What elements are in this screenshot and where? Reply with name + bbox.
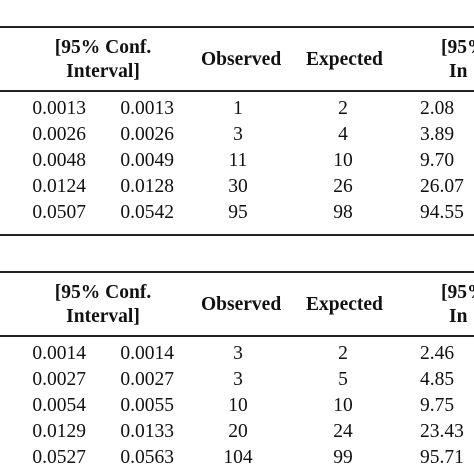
observed-cell: 11	[228, 150, 248, 171]
table-row: 0.0129 0.0133 20 24 23.43	[0, 421, 474, 443]
ci2-header-line1: [95%	[441, 282, 474, 303]
ci-upper-cell: 0.0049	[120, 150, 174, 171]
ci2-lower-cell: 26.07	[420, 176, 464, 197]
table-row: 0.0014 0.0014 3 2 2.46	[0, 343, 474, 365]
ci-lower-cell: 0.0026	[32, 124, 86, 145]
observed-cell: 20	[228, 421, 248, 442]
table-1-top-rule	[0, 26, 474, 28]
expected-cell: 24	[333, 421, 353, 442]
expected-cell: 4	[338, 124, 348, 145]
ci2-lower-cell: 2.46	[420, 343, 455, 364]
table-2-top-rule	[0, 271, 474, 273]
ci-lower-cell: 0.0014	[32, 343, 86, 364]
expected-cell: 10	[333, 395, 353, 416]
ci2-header-line1: [95%	[441, 37, 474, 58]
table-row: 0.0507 0.0542 95 98 94.55	[0, 202, 474, 224]
ci2-lower-cell: 94.55	[420, 202, 464, 223]
ci-lower-cell: 0.0527	[32, 447, 86, 468]
ci-lower-cell: 0.0129	[32, 421, 86, 442]
ci-upper-cell: 0.0014	[120, 343, 174, 364]
ci-upper-cell: 0.0563	[120, 447, 174, 468]
table-1-header-rule	[0, 90, 474, 92]
ci-upper-cell: 0.0542	[120, 202, 174, 223]
observed-header: Observed	[201, 49, 282, 70]
observed-cell: 3	[233, 369, 243, 390]
ci-lower-cell: 0.0013	[32, 98, 86, 119]
expected-cell: 99	[333, 447, 353, 468]
table-row: 0.0013 0.0013 1 2 2.08	[0, 98, 474, 120]
expected-cell: 5	[338, 369, 348, 390]
ci-lower-cell: 0.0048	[32, 150, 86, 171]
ci-header-line1: [95% Conf.	[54, 282, 152, 303]
ci-lower-cell: 0.0054	[32, 395, 86, 416]
table-row: 0.0527 0.0563 104 99 95.71	[0, 447, 474, 469]
ci2-lower-cell: 2.08	[420, 98, 455, 119]
expected-cell: 98	[333, 202, 353, 223]
ci-upper-cell: 0.0055	[120, 395, 174, 416]
expected-header: Expected	[306, 49, 383, 70]
ci-header-line2: Interval]	[66, 61, 140, 82]
ci2-lower-cell: 23.43	[420, 421, 464, 442]
ci-lower-cell: 0.0507	[32, 202, 86, 223]
ci2-header-line2: In	[449, 61, 468, 82]
ci-upper-cell: 0.0128	[120, 176, 174, 197]
ci2-header-line2: In	[449, 306, 468, 327]
table-row: 0.0054 0.0055 10 10 9.75	[0, 395, 474, 417]
ci2-lower-cell: 9.70	[420, 150, 455, 171]
ci-upper-cell: 0.0013	[120, 98, 174, 119]
observed-cell: 10	[228, 395, 248, 416]
table-row: 0.0048 0.0049 11 10 9.70	[0, 150, 474, 172]
expected-cell: 2	[338, 343, 348, 364]
ci2-lower-cell: 3.89	[420, 124, 455, 145]
observed-header: Observed	[201, 294, 282, 315]
ci-upper-cell: 0.0133	[120, 421, 174, 442]
table-1-bottom-rule	[0, 234, 474, 236]
ci-header-line2: Interval]	[66, 306, 140, 327]
ci-upper-cell: 0.0026	[120, 124, 174, 145]
ci-upper-cell: 0.0027	[120, 369, 174, 390]
ci2-lower-cell: 4.85	[420, 369, 455, 390]
expected-cell: 2	[338, 98, 348, 119]
expected-header: Expected	[306, 294, 383, 315]
observed-cell: 95	[228, 202, 248, 223]
table-2-header-rule	[0, 335, 474, 337]
table-row: 0.0124 0.0128 30 26 26.07	[0, 176, 474, 198]
ci-lower-cell: 0.0027	[32, 369, 86, 390]
observed-cell: 3	[233, 124, 243, 145]
observed-cell: 1	[233, 98, 243, 119]
observed-cell: 104	[223, 447, 253, 468]
observed-cell: 30	[228, 176, 248, 197]
ci2-lower-cell: 95.71	[420, 447, 464, 468]
ci2-lower-cell: 9.75	[420, 395, 455, 416]
expected-cell: 26	[333, 176, 353, 197]
ci-lower-cell: 0.0124	[32, 176, 86, 197]
observed-cell: 3	[233, 343, 243, 364]
table-row: 0.0026 0.0026 3 4 3.89	[0, 124, 474, 146]
ci-header-line1: [95% Conf.	[54, 37, 152, 58]
table-row: 0.0027 0.0027 3 5 4.85	[0, 369, 474, 391]
expected-cell: 10	[333, 150, 353, 171]
